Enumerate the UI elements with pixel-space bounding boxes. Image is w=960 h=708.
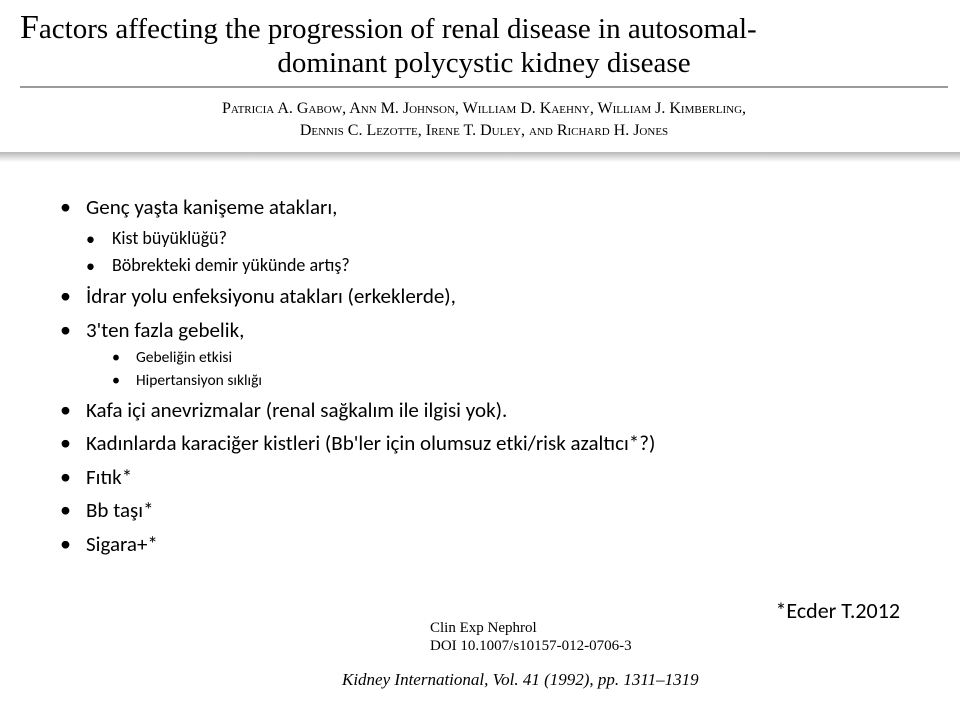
title-initial: F xyxy=(20,9,39,46)
list-item: Sigara+* xyxy=(60,529,920,561)
title-rule xyxy=(20,86,948,88)
list-item: Kafa içi anevrizmalar (renal sağkalım il… xyxy=(60,395,920,427)
journal-name: Clin Exp Nephrol xyxy=(430,619,632,638)
list-item: Genç yaşta kanişeme atakları, Kist büyük… xyxy=(60,192,920,280)
list-item: 3'ten fazla gebelik, Gebeliğin etkisi Hi… xyxy=(60,315,920,393)
bullet-text: Fıtık* xyxy=(86,464,132,490)
list-item: Kadınlarda karaciğer kistleri (Bb'ler iç… xyxy=(60,428,920,460)
title-line1-rest: actors affecting the progression of rena… xyxy=(39,13,757,45)
sub-list: Kist büyüklüğü? Böbrekteki demir yükünde… xyxy=(86,225,920,279)
bullet-text: Bb taşı* xyxy=(86,497,154,523)
journal-block: Clin Exp Nephrol DOI 10.1007/s10157-012-… xyxy=(430,619,632,657)
list-item: Bb taşı* xyxy=(60,495,920,527)
citation-text: *Ecder T.2012 xyxy=(775,597,900,624)
list-item: Böbrekteki demir yükünde artış? xyxy=(86,252,920,279)
kidney-ital: Kidney International, Vol. 41 (1992), pp… xyxy=(342,670,619,689)
list-item: Kist büyüklüğü? xyxy=(86,225,920,252)
bullet-text: Kist büyüklüğü? xyxy=(112,227,227,249)
bullet-text: İdrar yolu enfeksiyonu atakları (erkekle… xyxy=(86,283,456,309)
list-item: Hipertansiyon sıklığı xyxy=(112,369,920,392)
authors-line1: Patricia A. Gabow, Ann M. Johnson, Willi… xyxy=(40,98,928,120)
article-title: Factors affecting the progression of ren… xyxy=(20,8,948,80)
bullet-text: Genç yaşta kanişeme atakları, xyxy=(86,194,337,220)
subsub-list: Gebeliğin etkisi Hipertansiyon sıklığı xyxy=(112,346,920,393)
bullet-text: Kadınlarda karaciğer kistleri (Bb'ler iç… xyxy=(86,430,655,456)
bullet-list: Genç yaşta kanişeme atakları, Kist büyük… xyxy=(60,192,920,561)
bullet-text: Kafa içi anevrizmalar (renal sağkalım il… xyxy=(86,397,507,423)
content-area: Genç yaşta kanişeme atakları, Kist büyük… xyxy=(0,162,960,561)
list-item: İdrar yolu enfeksiyonu atakları (erkekle… xyxy=(60,281,920,313)
header-shadow xyxy=(0,152,960,162)
kidney-pages: 1311–1319 xyxy=(619,670,699,689)
authors-line2: Dennis C. Lezotte, Irene T. Duley, and R… xyxy=(40,120,928,142)
bullet-text: Sigara+* xyxy=(86,531,158,557)
journal-doi: DOI 10.1007/s10157-012-0706-3 xyxy=(430,637,632,656)
bullet-text: Gebeliğin etkisi xyxy=(136,348,232,367)
authors-block: Patricia A. Gabow, Ann M. Johnson, Willi… xyxy=(20,98,948,141)
kidney-international-ref: Kidney International, Vol. 41 (1992), pp… xyxy=(342,670,699,690)
slide-root: Factors affecting the progression of ren… xyxy=(0,0,960,708)
list-item: Gebeliğin etkisi xyxy=(112,346,920,369)
bullet-text: Hipertansiyon sıklığı xyxy=(136,371,262,390)
article-header: Factors affecting the progression of ren… xyxy=(0,0,960,146)
bullet-text: Böbrekteki demir yükünde artış? xyxy=(112,254,350,276)
title-line2: dominant polycystic kidney disease xyxy=(20,47,948,80)
list-item: Fıtık* xyxy=(60,462,920,494)
bullet-text: 3'ten fazla gebelik, xyxy=(86,317,244,343)
